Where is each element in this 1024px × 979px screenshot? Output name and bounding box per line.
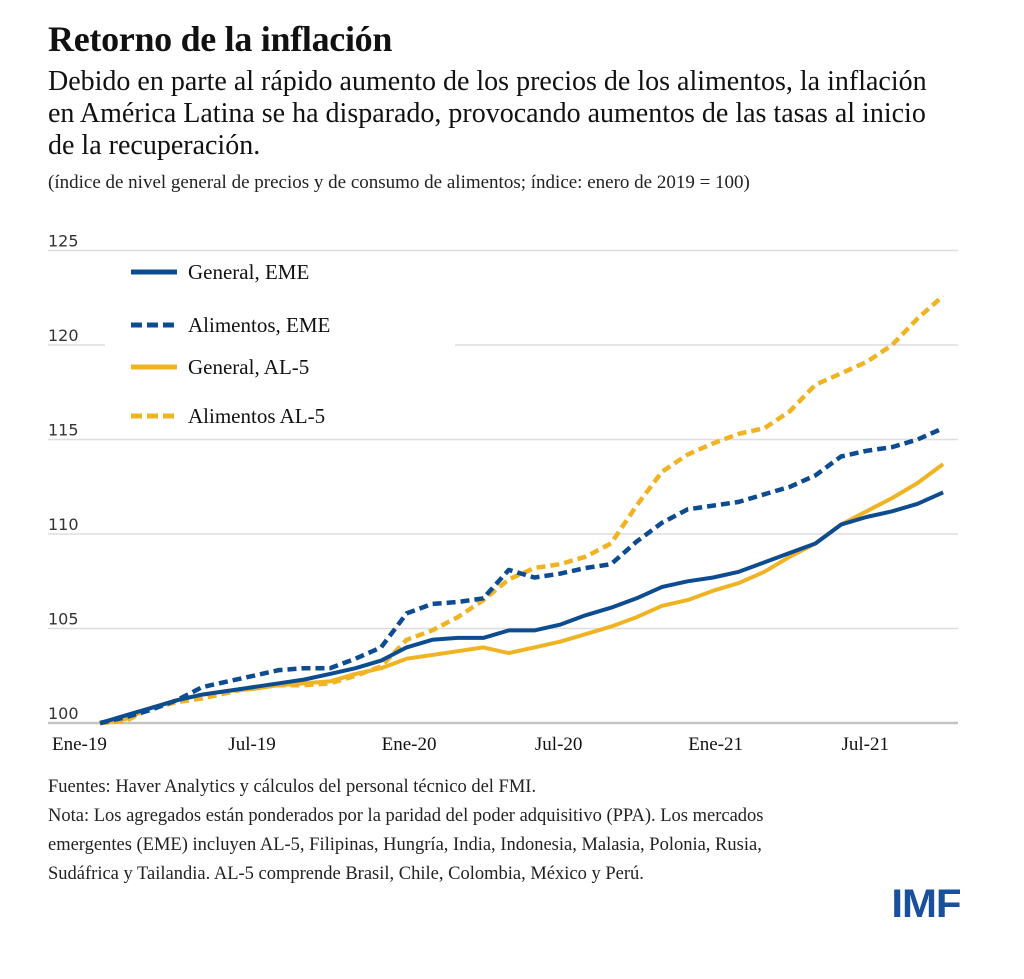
legend-item: General, AL-5 <box>131 355 309 379</box>
x-tick-label: Ene-21 <box>688 734 743 755</box>
note-text-line-2: emergentes (EME) incluyen AL-5, Filipina… <box>48 835 762 855</box>
y-tick-label: 120 <box>48 326 79 345</box>
legend-item: Alimentos, EME <box>131 313 330 337</box>
y-tick-label: 125 <box>48 232 79 251</box>
y-tick-label: 110 <box>48 515 79 534</box>
series-lines <box>99 294 945 726</box>
legend-label: Alimentos, EME <box>188 313 330 337</box>
imf-logo: IMF <box>891 882 961 926</box>
x-tick-label: Jul-21 <box>842 734 890 755</box>
note-text-line-3: Sudáfrica y Tailandia. AL-5 comprende Br… <box>48 864 644 884</box>
legend-label: General, AL-5 <box>188 355 309 379</box>
legend-label: General, EME <box>188 260 309 284</box>
x-tick-label: Ene-20 <box>382 734 437 755</box>
series-line-alimentos-eme <box>99 426 945 726</box>
legend-item: Alimentos AL-5 <box>131 404 325 428</box>
series-line-general-al-5 <box>99 462 945 725</box>
line-chart: 100 105 110 115 120 125 Ene-19 Jul-19 Ene-20 Jul… <box>48 232 958 755</box>
chart-subtitle: Debido en parte al rápido aumento de los… <box>48 66 927 161</box>
legend-label: Alimentos AL-5 <box>188 404 325 428</box>
chart-title: Retorno de la inflación <box>48 19 393 59</box>
sources-text: Fuentes: Haver Analytics y cálculos del … <box>48 777 537 797</box>
y-tick-label: 115 <box>48 421 79 440</box>
legend: General, EME Alimentos, EME General, AL-5 A… <box>131 260 330 428</box>
x-tick-label: Ene-19 <box>52 734 107 755</box>
y-tick-label: 105 <box>48 610 79 629</box>
y-axis-ticks: 100 105 110 115 120 125 <box>48 232 79 724</box>
chart-units-note: (índice de nivel general de precios y de… <box>48 172 750 193</box>
gridlines <box>48 249 958 725</box>
y-tick-label: 100 <box>48 704 79 723</box>
chart-footer: Fuentes: Haver Analytics y cálculos del … <box>48 773 948 889</box>
note-text-line-1: Nota: Los agregados están ponderados por… <box>48 806 764 826</box>
legend-item: General, EME <box>131 260 309 284</box>
x-tick-label: Jul-19 <box>228 734 275 755</box>
series-line-general-eme <box>99 490 944 725</box>
x-tick-label: Jul-20 <box>535 734 583 755</box>
x-axis-ticks: Ene-19 Jul-19 Ene-20 Jul-20 Ene-21 Jul-21 <box>52 734 889 755</box>
